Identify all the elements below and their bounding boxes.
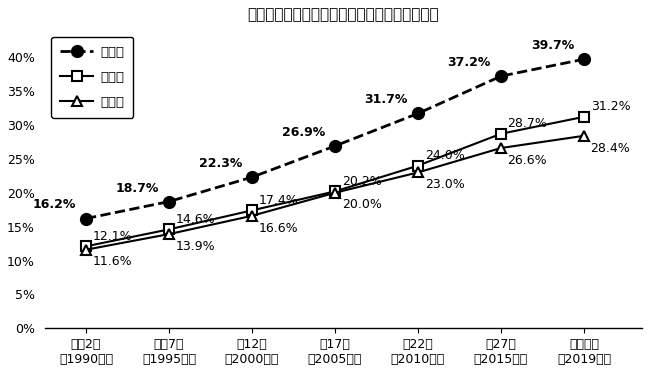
奈良県 (82, 244, 90, 248)
Text: 16.2%: 16.2% (32, 198, 76, 211)
奈良県 (331, 189, 339, 194)
全　国 (414, 170, 422, 175)
全　国 (497, 146, 505, 150)
奈良県 (248, 208, 256, 213)
Text: 28.4%: 28.4% (591, 141, 630, 154)
Text: 20.2%: 20.2% (341, 175, 382, 188)
Text: 31.2%: 31.2% (591, 100, 630, 113)
Text: 16.6%: 16.6% (259, 222, 299, 235)
Text: 26.6%: 26.6% (508, 154, 547, 167)
Text: 14.6%: 14.6% (176, 213, 215, 226)
奈良県 (580, 115, 588, 119)
Text: 22.3%: 22.3% (199, 157, 242, 170)
奈良県 (165, 227, 173, 232)
御所市 (414, 111, 422, 116)
御所市 (580, 57, 588, 62)
御所市 (165, 199, 173, 204)
Text: 26.9%: 26.9% (282, 126, 325, 139)
Line: 奈良県: 奈良県 (81, 112, 589, 251)
Text: 17.4%: 17.4% (259, 194, 299, 207)
Text: 11.6%: 11.6% (93, 256, 132, 269)
全　国 (580, 134, 588, 138)
Text: 37.2%: 37.2% (448, 56, 491, 69)
奈良県 (497, 132, 505, 136)
Text: 31.7%: 31.7% (365, 93, 408, 106)
Text: 23.0%: 23.0% (424, 178, 465, 191)
Text: 28.7%: 28.7% (508, 117, 548, 130)
御所市 (497, 74, 505, 78)
Text: 12.1%: 12.1% (93, 230, 132, 243)
Line: 全　国: 全 国 (81, 131, 589, 254)
御所市 (82, 216, 90, 221)
御所市 (248, 175, 256, 179)
奈良県 (414, 163, 422, 168)
全　国 (165, 232, 173, 236)
Legend: 御所市, 奈良県, 全　国: 御所市, 奈良県, 全 国 (51, 37, 133, 118)
Text: 18.7%: 18.7% (116, 182, 159, 194)
Text: 20.0%: 20.0% (341, 198, 382, 211)
御所市 (331, 144, 339, 148)
全　国 (82, 247, 90, 252)
Text: 39.7%: 39.7% (531, 39, 574, 52)
Line: 御所市: 御所市 (80, 54, 589, 224)
Title: ［高齢化率の推移（全国・奈良県との比較）］: ［高齢化率の推移（全国・奈良県との比較）］ (247, 7, 439, 22)
Text: 13.9%: 13.9% (176, 240, 215, 253)
全　国 (248, 214, 256, 218)
全　国 (331, 191, 339, 195)
Text: 24.0%: 24.0% (424, 149, 465, 162)
